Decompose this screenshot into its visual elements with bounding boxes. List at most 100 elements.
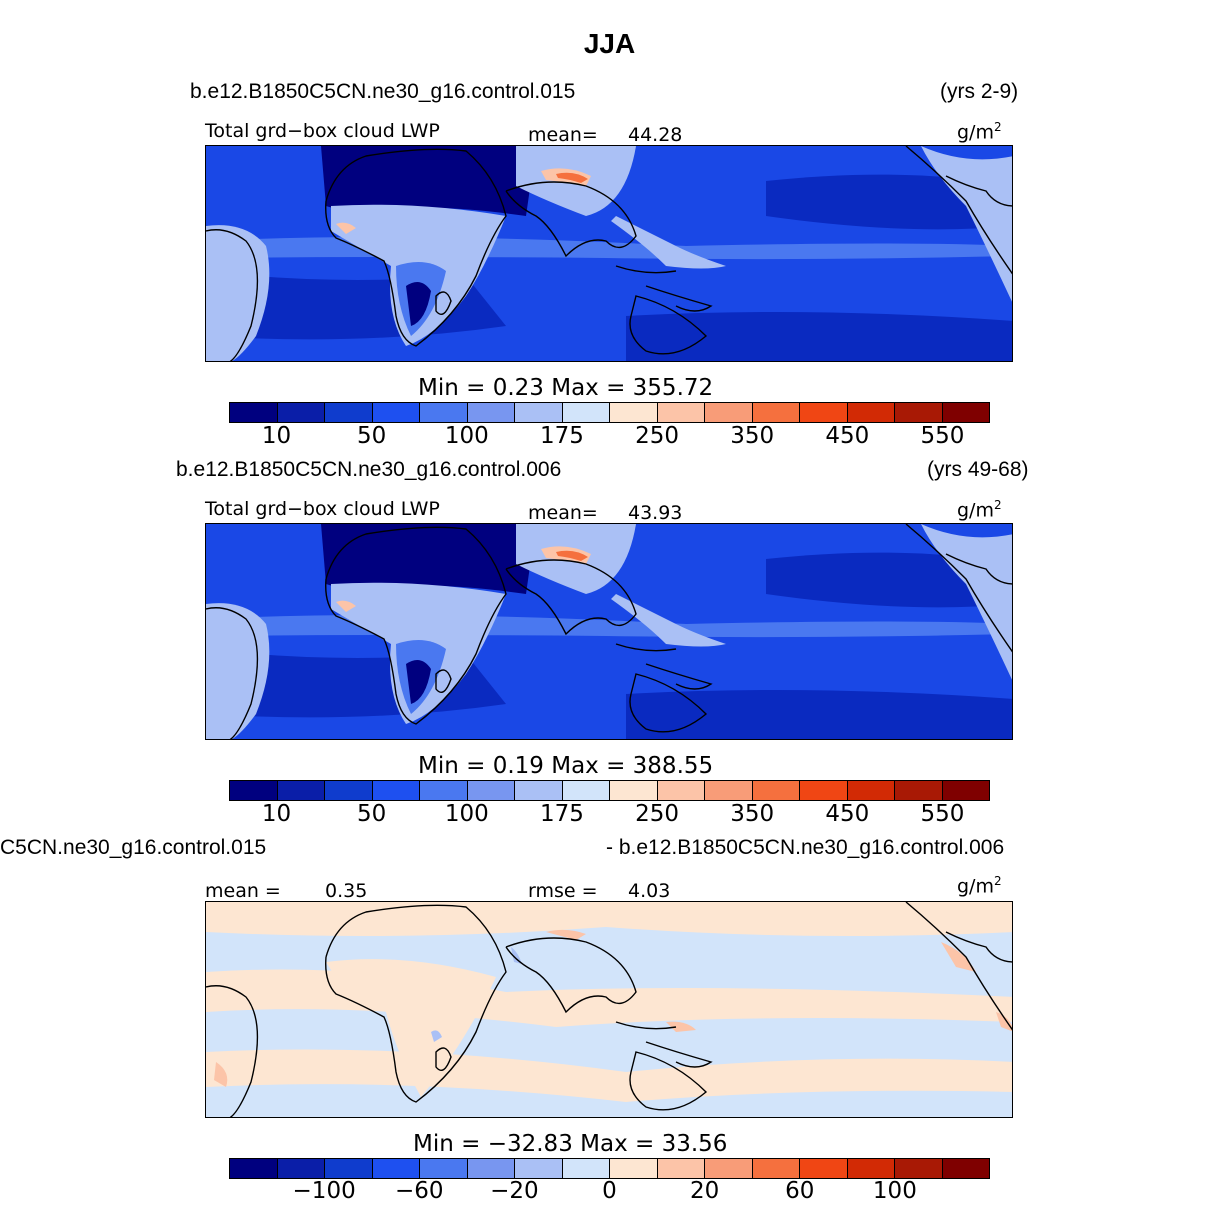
colorbar-swatch xyxy=(277,781,325,800)
panel1-case-name: b.e12.B1850C5CN.ne30_g16.control.015 xyxy=(190,80,576,103)
colorbar-swatch xyxy=(847,1159,895,1178)
panel3-units: g/m2 xyxy=(957,874,1002,898)
colorbar-swatch xyxy=(467,1159,515,1178)
map-region xyxy=(611,594,726,647)
panel2-mean-value: 43.93 xyxy=(628,502,683,524)
colorbar-swatch xyxy=(847,403,895,422)
colorbar-swatch xyxy=(705,403,753,422)
panel3-rmse-value: 4.03 xyxy=(628,880,671,902)
map-region xyxy=(666,1021,696,1032)
colorbar-swatch xyxy=(705,781,753,800)
colorbar-swatch xyxy=(610,403,658,422)
colorbar-tick-label: 250 xyxy=(635,801,680,827)
panel1-colorbar-ticks: 10 50 100 175 250 350 450 550 xyxy=(0,423,1219,453)
panel1-mean-value: 44.28 xyxy=(628,124,683,146)
colorbar-swatch xyxy=(610,1159,658,1178)
colorbar-swatch xyxy=(895,1159,943,1178)
panel1-units: g/m2 xyxy=(957,120,1002,144)
colorbar-tick-label: 250 xyxy=(635,423,680,449)
colorbar-tick-label: 0 xyxy=(602,1178,617,1204)
map-region xyxy=(546,929,586,940)
colorbar-tick-label: 100 xyxy=(444,423,489,449)
colorbar-tick-label: 175 xyxy=(539,423,584,449)
colorbar-tick-label: 550 xyxy=(920,801,965,827)
colorbar-tick-label: 100 xyxy=(872,1178,917,1204)
panel1-variable-label: Total grd−box cloud LWP xyxy=(205,120,440,142)
map-region xyxy=(336,222,356,234)
panel3-colorbar xyxy=(229,1158,990,1179)
colorbar-swatch xyxy=(467,403,515,422)
map-region xyxy=(611,216,726,269)
map-region xyxy=(626,312,1012,361)
map-region xyxy=(336,600,356,612)
panel2-map xyxy=(205,523,1013,740)
map-region xyxy=(626,690,1012,739)
colorbar-swatch xyxy=(515,781,563,800)
colorbar-tick-label: 10 xyxy=(261,423,292,449)
colorbar-swatch xyxy=(230,781,278,800)
colorbar-tick-label: 50 xyxy=(357,423,387,449)
panel2-minmax: Min = 0.19 Max = 388.55 xyxy=(418,753,714,779)
panel1-minmax: Min = 0.23 Max = 355.72 xyxy=(418,375,714,401)
colorbar-tick-label: −60 xyxy=(394,1178,444,1204)
map-region xyxy=(511,947,522,964)
panel3-colorbar-ticks: −100 −60 −20 0 20 60 100 xyxy=(0,1178,1219,1208)
colorbar-swatch xyxy=(277,403,325,422)
colorbar-swatch xyxy=(752,403,800,422)
panel2-mean-label: mean= xyxy=(528,502,598,524)
colorbar-swatch xyxy=(895,403,943,422)
colorbar-swatch xyxy=(562,781,610,800)
panel3-rmse-label: rmse = xyxy=(528,880,598,902)
colorbar-tick-label: 350 xyxy=(730,801,775,827)
colorbar-swatch xyxy=(230,1159,278,1178)
map-region xyxy=(406,660,431,704)
colorbar-tick-label: 60 xyxy=(785,1178,815,1204)
panel2-units: g/m2 xyxy=(957,498,1002,522)
colorbar-swatch xyxy=(705,1159,753,1178)
map-region xyxy=(431,1030,442,1042)
colorbar-swatch xyxy=(277,1159,325,1178)
colorbar-tick-label: −20 xyxy=(490,1178,539,1204)
colorbar-swatch xyxy=(942,1159,989,1178)
colorbar-swatch xyxy=(325,403,373,422)
colorbar-tick-label: −100 xyxy=(292,1178,356,1204)
map-region xyxy=(206,225,270,361)
colorbar-swatch xyxy=(800,403,848,422)
panel1-years: (yrs 2-9) xyxy=(940,80,1019,103)
map-region xyxy=(921,524,1012,680)
panel2-years: (yrs 49-68) xyxy=(927,458,1029,481)
panel3-map xyxy=(205,901,1013,1118)
colorbar-swatch xyxy=(420,403,468,422)
map-region xyxy=(321,524,536,594)
map-region xyxy=(921,146,1012,302)
colorbar-swatch xyxy=(942,403,989,422)
colorbar-swatch xyxy=(515,403,563,422)
colorbar-swatch xyxy=(515,1159,563,1178)
panel1-map xyxy=(205,145,1013,362)
map-region xyxy=(556,550,588,561)
map-region xyxy=(214,1062,228,1087)
colorbar-swatch xyxy=(325,781,373,800)
colorbar-swatch xyxy=(372,781,420,800)
map-region xyxy=(326,959,496,1097)
panel1-colorbar xyxy=(229,402,990,423)
map-region xyxy=(206,902,1012,936)
panel3-case-right: - b.e12.B1850C5CN.ne30_g16.control.006 xyxy=(606,836,1005,859)
colorbar-swatch xyxy=(420,1159,468,1178)
colorbar-swatch xyxy=(420,781,468,800)
map-region xyxy=(941,942,976,972)
colorbar-swatch xyxy=(657,781,705,800)
panel3-mean-label: mean = xyxy=(205,880,281,902)
map-region xyxy=(996,1012,1012,1032)
map-region xyxy=(556,172,588,183)
colorbar-swatch xyxy=(230,403,278,422)
colorbar-swatch xyxy=(847,781,895,800)
colorbar-swatch xyxy=(372,1159,420,1178)
colorbar-swatch xyxy=(467,781,515,800)
colorbar-swatch xyxy=(800,781,848,800)
colorbar-tick-label: 175 xyxy=(539,801,584,827)
panel3-mean-value: 0.35 xyxy=(325,880,368,902)
colorbar-swatch xyxy=(895,781,943,800)
colorbar-tick-label: 10 xyxy=(261,801,292,827)
colorbar-swatch xyxy=(325,1159,373,1178)
